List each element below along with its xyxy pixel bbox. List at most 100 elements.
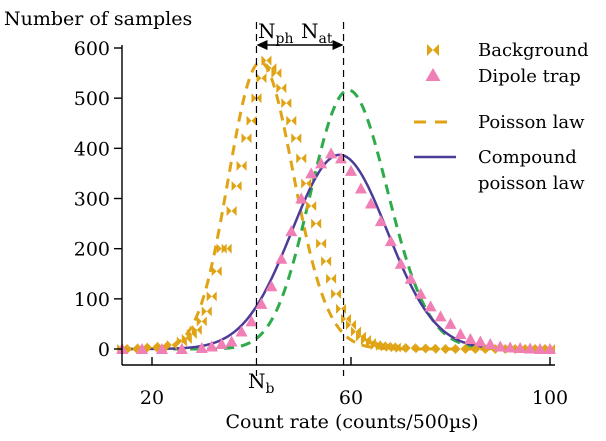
y-tick-label-100: 100 [74, 289, 110, 311]
y-tick-label-200: 200 [74, 239, 110, 261]
legend-item-poisson-law: Poisson law [414, 112, 585, 133]
point-dipole-trap [285, 225, 298, 237]
point-dipole-trap [394, 257, 407, 269]
point-background [425, 343, 436, 354]
point-background [241, 133, 252, 144]
legend: Background Dipole trap Poisson law Compo… [414, 40, 589, 194]
point-background [147, 342, 157, 353]
y-tick-label-400: 400 [74, 138, 110, 160]
point-background [231, 180, 242, 191]
y-tick-label-600: 600 [74, 38, 110, 60]
point-background [246, 115, 257, 126]
point-dipole-trap [464, 332, 477, 344]
guides-layer [255, 22, 345, 376]
point-dipole-trap [225, 335, 238, 347]
point-dipole-trap [354, 182, 367, 194]
point-dipole-trap [325, 147, 338, 159]
point-background [321, 256, 332, 267]
curve-poisson-law-dipole [122, 88, 550, 351]
point-background [281, 98, 292, 109]
point-dipole-trap [205, 340, 218, 352]
point-dipole-trap [215, 337, 228, 349]
point-dipole-trap [474, 335, 487, 347]
annotations: Nph Nat Nb [248, 19, 333, 397]
point-background [435, 344, 446, 354]
point-background [445, 344, 456, 354]
point-dipole-trap [404, 272, 417, 284]
ticks-layer: 0 100 200 300 400 500 600 20 60 100 [74, 38, 568, 409]
x-axis-title: Count rate (counts/500µs) [226, 411, 479, 433]
point-background [196, 316, 207, 327]
point-background [127, 344, 138, 354]
y-tick-label-500: 500 [74, 88, 110, 110]
legend-item-compound-poisson-law: Compound poisson law [414, 147, 585, 194]
point-background [475, 344, 486, 354]
point-dipole-trap [305, 167, 318, 179]
point-background [261, 55, 272, 66]
point-dipole-trap [384, 235, 397, 247]
point-background [286, 115, 297, 126]
y-tick-label-0: 0 [98, 339, 110, 361]
point-dipole-trap [514, 341, 527, 353]
point-dipole-trap [374, 215, 387, 227]
point-background [326, 273, 337, 284]
point-dipole-trap [424, 300, 437, 312]
legend-label-poisson-law: Poisson law [478, 112, 585, 133]
point-background [226, 206, 237, 217]
point-background [211, 266, 222, 277]
point-background [181, 333, 192, 344]
point-background [311, 218, 322, 229]
point-dipole-trap [175, 343, 188, 354]
point-dipole-trap [295, 192, 308, 204]
range-arrow-right-head [332, 40, 344, 50]
y-tick-label-300: 300 [74, 189, 110, 211]
legend-item-dipole-trap: Dipole trap [425, 66, 581, 87]
legend-marker-dipole-trap [425, 68, 441, 81]
legend-label-dipole-trap: Dipole trap [478, 66, 581, 87]
point-dipole-trap [195, 341, 208, 353]
point-background [316, 238, 327, 249]
legend-marker-background [427, 44, 439, 56]
point-background [346, 319, 356, 330]
point-dipole-trap [494, 340, 507, 352]
point-background [395, 342, 406, 353]
point-dipole-trap [444, 317, 457, 329]
y-axis-title: Number of samples [4, 8, 192, 30]
point-dipole-trap [524, 342, 537, 354]
legend-item-background: Background [427, 40, 589, 61]
point-background [271, 68, 282, 79]
point-background [276, 83, 287, 94]
point-dipole-trap [454, 327, 467, 339]
point-dipole-trap [255, 297, 268, 309]
range-arrow-left-head [256, 40, 268, 50]
point-background [201, 306, 212, 317]
point-dipole-trap [364, 197, 377, 209]
point-background [291, 133, 302, 144]
annotation-n-b: Nb [248, 369, 275, 397]
legend-label-background: Background [478, 40, 589, 61]
point-dipole-trap [245, 315, 258, 327]
point-background [296, 153, 307, 164]
point-dipole-trap [504, 341, 517, 353]
point-dipole-trap [345, 164, 357, 176]
point-dipole-trap [315, 157, 328, 169]
point-background [256, 73, 267, 84]
point-dipole-trap [235, 325, 248, 337]
point-background [465, 344, 476, 354]
legend-label-compound-line-2: poisson law [478, 173, 585, 194]
point-background [266, 63, 277, 74]
point-dipole-trap [265, 280, 278, 292]
point-background [221, 243, 232, 254]
curve-poisson-law [122, 60, 550, 351]
x-tick-label-20: 20 [140, 387, 164, 409]
point-background [166, 339, 177, 350]
axes-layer: Number of samples Count rate (counts/500… [4, 8, 555, 433]
legend-label-compound-line-1: Compound [478, 147, 577, 168]
x-tick-label-60: 60 [339, 387, 363, 409]
point-dipole-trap [414, 287, 427, 299]
annotation-n-ph: Nph [258, 19, 293, 47]
point-background [191, 324, 202, 335]
point-background [455, 344, 466, 354]
point-background [336, 303, 347, 314]
